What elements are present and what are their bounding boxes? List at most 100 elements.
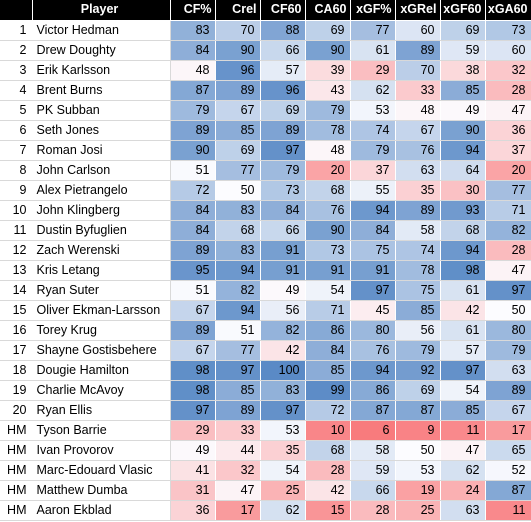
column-header: xGRel: [395, 0, 441, 21]
heat-cell: 67: [395, 120, 441, 141]
heat-cell: 45: [350, 300, 396, 321]
heat-cell: 47: [485, 100, 531, 121]
heat-cell: 83: [215, 200, 261, 221]
table-row: 3 Erik Karlsson 48 96 57 39 29 70 38 32: [0, 60, 531, 81]
heat-cell: 90: [170, 140, 216, 161]
heat-cell: 28: [485, 240, 531, 261]
heat-cell: 72: [305, 400, 351, 421]
heat-cell: 36: [170, 500, 216, 521]
heat-cell: 11: [440, 420, 486, 441]
rank-cell: 12: [0, 240, 33, 261]
player-name-cell: Brent Burns: [32, 80, 171, 101]
heat-cell: 25: [395, 500, 441, 521]
heat-cell: 89: [170, 120, 216, 141]
heat-cell: 47: [215, 480, 261, 501]
heat-cell: 37: [485, 140, 531, 161]
player-name-cell: Alex Pietrangelo: [32, 180, 171, 201]
heat-cell: 51: [170, 280, 216, 301]
table-row: 14 Ryan Suter 51 82 49 54 97 75 61 97: [0, 280, 531, 301]
heat-cell: 60: [395, 20, 441, 41]
rank-cell: 10: [0, 200, 33, 221]
player-name-cell: Shayne Gostisbehere: [32, 340, 171, 361]
heat-cell: 30: [440, 180, 486, 201]
heat-cell: 63: [440, 500, 486, 521]
table-row: 4 Brent Burns 87 89 96 43 62 33 85 28: [0, 80, 531, 101]
heat-cell: 97: [485, 280, 531, 301]
heat-cell: 94: [440, 240, 486, 261]
header-row: Player CF% Crel CF60 CA60 xGF% xGRel xGF60 xGA6…: [0, 0, 531, 21]
rank-cell: 6: [0, 120, 33, 141]
column-header: xGF%: [350, 0, 396, 21]
heat-cell: 50: [485, 300, 531, 321]
rank-cell: 15: [0, 300, 33, 321]
player-name-cell: Kris Letang: [32, 260, 171, 281]
player-name-cell: Oliver Ekman-Larsson: [32, 300, 171, 321]
heat-cell: 17: [485, 420, 531, 441]
player-name-cell: PK Subban: [32, 100, 171, 121]
heat-cell: 85: [440, 400, 486, 421]
heat-cell: 76: [350, 340, 396, 361]
heat-cell: 93: [440, 200, 486, 221]
heat-cell: 63: [485, 360, 531, 381]
heat-cell: 99: [305, 380, 351, 401]
heat-cell: 62: [260, 500, 306, 521]
heat-cell: 72: [170, 180, 216, 201]
heat-cell: 77: [350, 20, 396, 41]
heat-cell: 69: [305, 20, 351, 41]
heat-cell: 91: [305, 260, 351, 281]
column-header: xGA60: [485, 0, 531, 21]
heat-cell: 84: [170, 40, 216, 61]
heat-cell: 17: [215, 500, 261, 521]
heat-cell: 91: [260, 240, 306, 261]
heat-cell: 94: [350, 200, 396, 221]
table-row: 12 Zach Werenski 89 83 91 73 75 74 94 28: [0, 240, 531, 261]
heat-cell: 50: [215, 180, 261, 201]
heat-cell: 48: [395, 100, 441, 121]
heat-cell: 56: [260, 300, 306, 321]
heat-cell: 85: [440, 80, 486, 101]
heat-cell: 97: [260, 140, 306, 161]
heat-cell: 74: [395, 240, 441, 261]
player-name-cell: John Klingberg: [32, 200, 171, 221]
heat-cell: 87: [350, 400, 396, 421]
heat-cell: 28: [305, 460, 351, 481]
heat-cell: 68: [215, 220, 261, 241]
heat-cell: 90: [305, 220, 351, 241]
heat-cell: 36: [485, 120, 531, 141]
heat-cell: 97: [215, 360, 261, 381]
heat-cell: 86: [350, 380, 396, 401]
player-name-cell: Matthew Dumba: [32, 480, 171, 501]
heat-cell: 58: [395, 220, 441, 241]
player-name-cell: Dougie Hamilton: [32, 360, 171, 381]
rank-cell: 20: [0, 400, 33, 421]
player-name-cell: Charlie McAvoy: [32, 380, 171, 401]
heat-cell: 62: [350, 80, 396, 101]
heat-cell: 67: [170, 340, 216, 361]
table-row: HM Tyson Barrie 29 33 53 10 6 9 11 17: [0, 420, 531, 441]
heat-cell: 82: [215, 280, 261, 301]
rank-cell: 8: [0, 160, 33, 181]
heat-cell: 79: [305, 100, 351, 121]
heat-cell: 83: [215, 240, 261, 261]
rank-cell: 2: [0, 40, 33, 61]
table-row: 15 Oliver Ekman-Larsson 67 94 56 71 45 85 42 50: [0, 300, 531, 321]
player-name-cell: Roman Josi: [32, 140, 171, 161]
heat-cell: 69: [215, 140, 261, 161]
heat-cell: 53: [350, 100, 396, 121]
heat-cell: 79: [395, 340, 441, 361]
heat-cell: 98: [440, 260, 486, 281]
column-header: Crel: [215, 0, 261, 21]
table-row: 6 Seth Jones 89 85 89 78 74 67 90 36: [0, 120, 531, 141]
rank-cell: HM: [0, 500, 33, 521]
table-row: 8 John Carlson 51 77 79 20 37 63 64 20: [0, 160, 531, 181]
heat-cell: 68: [305, 180, 351, 201]
heat-cell: 53: [260, 420, 306, 441]
heat-cell: 58: [350, 440, 396, 461]
heat-cell: 98: [170, 360, 216, 381]
heat-cell: 79: [170, 100, 216, 121]
heat-cell: 86: [305, 320, 351, 341]
heat-cell: 25: [260, 480, 306, 501]
heat-cell: 51: [215, 320, 261, 341]
heat-cell: 56: [395, 320, 441, 341]
heat-cell: 71: [485, 200, 531, 221]
